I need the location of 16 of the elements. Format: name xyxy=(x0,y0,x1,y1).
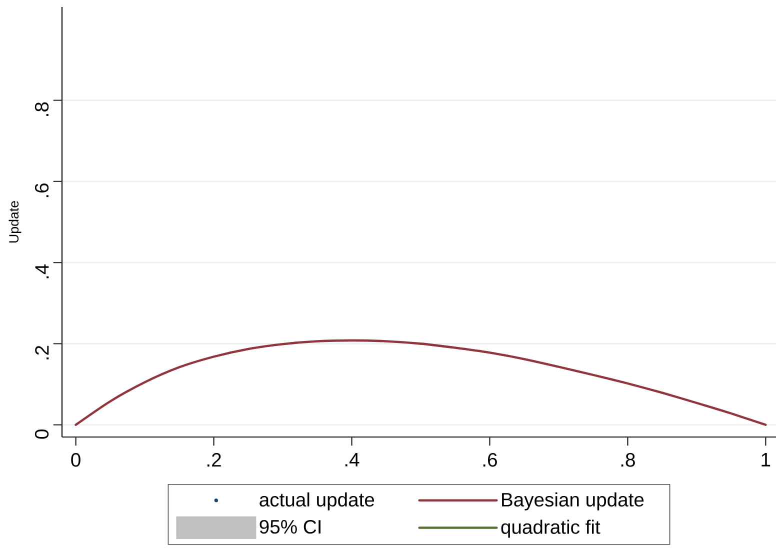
x-tick-label: 0 xyxy=(71,453,80,467)
y-axis-title: Update xyxy=(8,201,22,242)
x-tick-label: 1 xyxy=(762,453,770,466)
y-tick-label: .4 xyxy=(35,264,49,278)
legend-label: Bayesian update xyxy=(502,492,644,510)
x-tick-label: .8 xyxy=(621,453,635,467)
x-tick-label: .6 xyxy=(483,453,497,467)
y-tick-label: 0 xyxy=(34,430,49,439)
y-tick-label: .6 xyxy=(34,184,49,198)
y-tick-label: .8 xyxy=(34,102,49,116)
x-tick-label: .4 xyxy=(345,453,360,466)
y-tick-label: .2 xyxy=(35,346,49,360)
legend-label: 95% CI xyxy=(260,520,320,534)
legend-label: actual update xyxy=(260,492,374,510)
x-tick-label: .2 xyxy=(207,453,221,467)
legend-label: quadratic fit xyxy=(501,520,600,538)
